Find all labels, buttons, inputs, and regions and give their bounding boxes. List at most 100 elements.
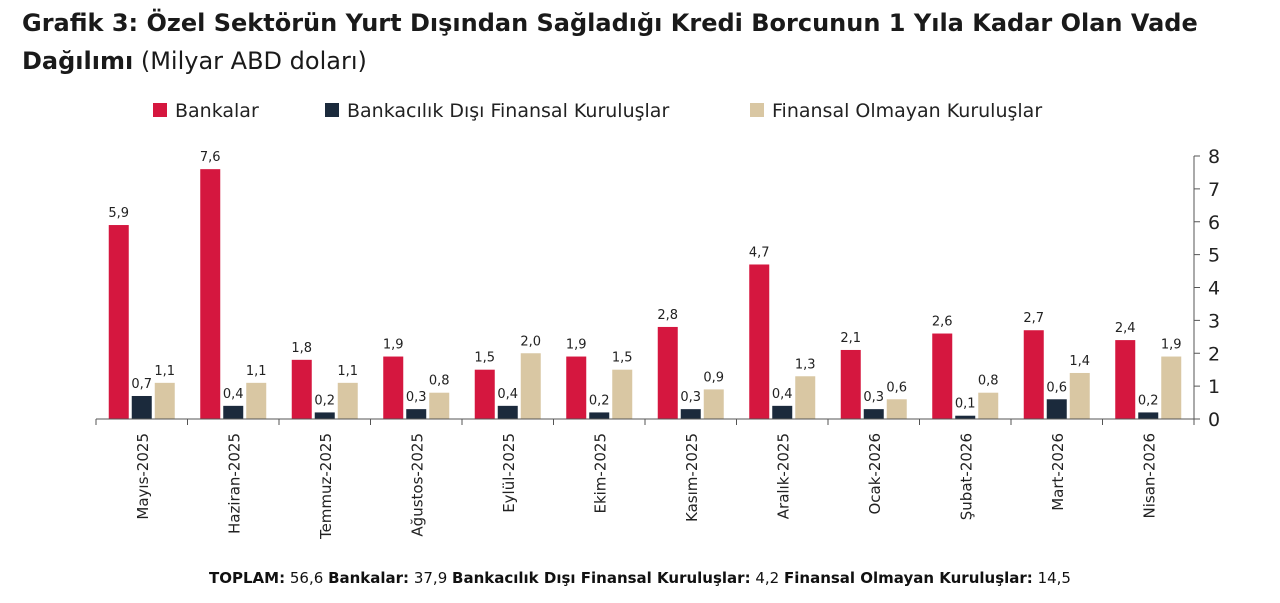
data-label-finansal-olmayan-kuruluslar-kasim-2025: 0,9	[703, 370, 724, 385]
chart-bars	[108, 169, 1182, 419]
data-label-bankacilik-disi-finansal-kuruluslar-subat-2026: 0,1	[955, 397, 976, 412]
data-label-finansal-olmayan-kuruluslar-subat-2026: 0,8	[978, 374, 999, 389]
bar-finansal-olmayan-kuruluslar-ocak-2026	[886, 399, 907, 419]
bar-bankalar-eylul-2025	[474, 369, 495, 419]
data-label-bankacilik-disi-finansal-kuruluslar-ekim-2025: 0,2	[589, 393, 610, 408]
bar-bankacilik-disi-finansal-kuruluslar-ekim-2025	[589, 412, 610, 419]
x-tick-label-ocak-2026: Ocak-2026	[866, 433, 884, 515]
y-tick-label: 6	[1208, 212, 1220, 234]
bar-finansal-olmayan-kuruluslar-kasim-2025	[703, 389, 724, 419]
data-label-bankalar-ocak-2026: 2,1	[840, 331, 861, 346]
bar-finansal-olmayan-kuruluslar-temmuz-2025	[337, 382, 358, 419]
data-label-bankalar-kasim-2025: 2,8	[657, 308, 678, 323]
bar-finansal-olmayan-kuruluslar-ekim-2025	[612, 369, 633, 419]
bar-bankacilik-disi-finansal-kuruluslar-ocak-2026	[863, 409, 884, 419]
x-tick-label-ekim-2025: Ekim-2025	[591, 433, 609, 514]
data-label-bankacilik-disi-finansal-kuruluslar-haziran-2025: 0,4	[223, 387, 244, 402]
bar-bankalar-temmuz-2025	[291, 359, 312, 419]
y-axis: 0 1 2 3 4 5 6 7 8	[1193, 146, 1220, 431]
bar-bankacilik-disi-finansal-kuruluslar-temmuz-2025	[314, 412, 335, 419]
data-label-bankacilik-disi-finansal-kuruluslar-kasim-2025: 0,3	[680, 390, 701, 405]
nfc-total-label: Finansal Olmayan Kuruluşlar:	[784, 569, 1033, 587]
y-tick-label: 2	[1208, 343, 1220, 365]
data-label-bankacilik-disi-finansal-kuruluslar-ocak-2026: 0,3	[863, 390, 884, 405]
data-label-finansal-olmayan-kuruluslar-mart-2026: 1,4	[1069, 354, 1090, 369]
legend-swatch-bankacilik-disi-finansal-kuruluslar	[325, 103, 339, 117]
data-label-bankacilik-disi-finansal-kuruluslar-agustos-2025: 0,3	[406, 390, 427, 405]
data-label-finansal-olmayan-kuruluslar-ekim-2025: 1,5	[612, 351, 633, 366]
y-tick-label: 7	[1208, 179, 1220, 201]
chart-legend: Bankalar Bankacılık Dışı Finansal Kuruluş…	[153, 100, 1042, 122]
total-value: 56,6	[289, 569, 324, 587]
y-tick-label: 0	[1208, 409, 1220, 431]
bar-finansal-olmayan-kuruluslar-nisan-2026	[1161, 356, 1182, 419]
y-tick-label: 3	[1208, 310, 1220, 332]
chart-title-block: Grafik 3: Özel Sektörün Yurt Dışından Sa…	[22, 4, 1262, 80]
x-tick-label-kasim-2025: Kasım-2025	[683, 433, 701, 522]
bar-bankacilik-disi-finansal-kuruluslar-mayis-2025	[131, 395, 152, 419]
bar-bankalar-mayis-2025	[108, 225, 129, 419]
bar-bankalar-agustos-2025	[383, 356, 404, 419]
total-label: TOPLAM:	[209, 569, 286, 587]
data-label-bankalar-subat-2026: 2,6	[932, 315, 953, 330]
banks-total-value: 37,9	[413, 569, 448, 587]
data-label-bankacilik-disi-finansal-kuruluslar-aralik-2025: 0,4	[772, 387, 793, 402]
x-tick-label-mart-2026: Mart-2026	[1049, 433, 1067, 511]
data-label-finansal-olmayan-kuruluslar-mayis-2025: 1,1	[154, 364, 175, 379]
data-label-finansal-olmayan-kuruluslar-ocak-2026: 0,6	[886, 380, 907, 395]
bar-bankacilik-disi-finansal-kuruluslar-haziran-2025	[223, 405, 244, 419]
x-tick-label-temmuz-2025: Temmuz-2025	[317, 433, 335, 540]
data-label-finansal-olmayan-kuruluslar-temmuz-2025: 1,1	[337, 364, 358, 379]
bar-bankacilik-disi-finansal-kuruluslar-mart-2026	[1046, 399, 1067, 419]
bar-finansal-olmayan-kuruluslar-aralik-2025	[795, 376, 816, 419]
legend-label-finansal-olmayan-kuruluslar: Finansal Olmayan Kuruluşlar	[772, 100, 1042, 122]
legend-label-bankacilik-disi-finansal-kuruluslar: Bankacılık Dışı Finansal Kuruluşlar	[347, 100, 669, 122]
bar-bankacilik-disi-finansal-kuruluslar-nisan-2026	[1138, 412, 1159, 419]
bar-bankalar-aralik-2025	[749, 264, 770, 419]
y-tick-label: 5	[1208, 245, 1220, 267]
data-label-finansal-olmayan-kuruluslar-aralik-2025: 1,3	[795, 357, 816, 372]
banks-total-label: Bankalar:	[328, 569, 410, 587]
x-tick-label-aralik-2025: Aralık-2025	[774, 433, 792, 519]
data-label-bankalar-mayis-2025: 5,9	[108, 206, 129, 221]
chart-title: Grafik 3: Özel Sektörün Yurt Dışından Sa…	[22, 9, 1198, 75]
legend-label-bankalar: Bankalar	[175, 100, 259, 122]
data-label-bankalar-temmuz-2025: 1,8	[291, 341, 312, 356]
chart-unit: (Milyar ABD doları)	[140, 47, 367, 75]
data-label-bankalar-mart-2026: 2,7	[1023, 311, 1044, 326]
bar-finansal-olmayan-kuruluslar-subat-2026	[978, 392, 999, 419]
x-tick-label-mayis-2025: Mayıs-2025	[134, 433, 152, 520]
data-label-finansal-olmayan-kuruluslar-agustos-2025: 0,8	[429, 374, 450, 389]
data-label-bankalar-eylul-2025: 1,5	[474, 351, 495, 366]
data-label-bankacilik-disi-finansal-kuruluslar-eylul-2025: 0,4	[497, 387, 518, 402]
chart-data-labels: 5,90,71,17,60,41,11,80,21,11,90,30,81,50…	[108, 150, 1181, 412]
data-label-bankalar-agustos-2025: 1,9	[383, 338, 404, 353]
x-tick-label-subat-2026: Şubat-2026	[957, 433, 975, 520]
nbfi-total-value: 4,2	[755, 569, 780, 587]
data-label-bankacilik-disi-finansal-kuruluslar-nisan-2026: 0,2	[1138, 393, 1159, 408]
bar-bankalar-haziran-2025	[200, 169, 221, 419]
nbfi-total-label: Bankacılık Dışı Finansal Kuruluşlar:	[452, 569, 751, 587]
data-label-bankalar-ekim-2025: 1,9	[566, 338, 587, 353]
bar-finansal-olmayan-kuruluslar-eylul-2025	[520, 353, 541, 419]
bar-finansal-olmayan-kuruluslar-mayis-2025	[154, 382, 175, 419]
totals-footer: TOPLAM: 56,6 Bankalar: 37,9 Bankacılık D…	[0, 569, 1280, 587]
data-label-bankacilik-disi-finansal-kuruluslar-mayis-2025: 0,7	[131, 377, 152, 392]
nfc-total-value: 14,5	[1037, 569, 1071, 587]
y-tick-label: 4	[1208, 278, 1220, 300]
bar-finansal-olmayan-kuruluslar-haziran-2025	[246, 382, 267, 419]
bar-bankalar-mart-2026	[1023, 330, 1044, 419]
bar-bankalar-ocak-2026	[840, 349, 861, 419]
legend-swatch-bankalar	[153, 103, 167, 117]
bar-bankacilik-disi-finansal-kuruluslar-aralik-2025	[772, 405, 793, 419]
x-axis: Mayıs-2025 Haziran-2025 Temmuz-2025 Ağustos…	[95, 418, 1195, 540]
bar-bankalar-ekim-2025	[566, 356, 587, 419]
data-label-finansal-olmayan-kuruluslar-eylul-2025: 2,0	[520, 334, 541, 349]
data-label-finansal-olmayan-kuruluslar-haziran-2025: 1,1	[246, 364, 267, 379]
bar-bankacilik-disi-finansal-kuruluslar-kasim-2025	[680, 409, 701, 419]
bar-finansal-olmayan-kuruluslar-agustos-2025	[429, 392, 450, 419]
data-label-bankalar-nisan-2026: 2,4	[1115, 321, 1136, 336]
y-tick-label: 1	[1208, 376, 1220, 398]
bar-bankacilik-disi-finansal-kuruluslar-agustos-2025	[406, 409, 427, 419]
